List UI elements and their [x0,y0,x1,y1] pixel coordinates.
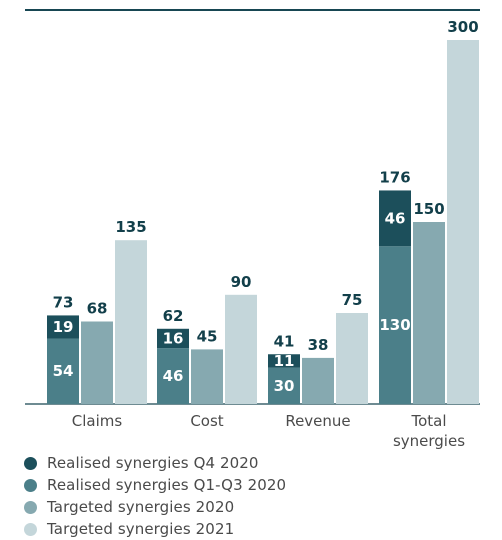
bar-1-realised-q1-q3-2020 [157,348,189,404]
bar-0-targeted-2020 [81,321,113,404]
data-label-0-targeted-2021: 135 [115,218,146,236]
data-label-3-targeted-2021: 300 [447,18,478,36]
data-label-2-realised-q1-q3-2020: 30 [274,377,295,395]
legend-label-0: Realised synergies Q4 2020 [47,454,259,472]
category-label-2-line-0: Revenue [285,412,350,430]
data-label-1-targeted-2021: 90 [231,273,252,291]
bar-3-realised-q1-q3-2020 [379,246,411,404]
data-label-0-realised-total: 73 [53,293,74,311]
data-label-3-realised-q1-q3-2020: 130 [379,316,410,334]
chart-legend: Realised synergies Q4 2020 Realised syner… [24,452,484,540]
bar-1-realised-q4-2020 [157,328,189,349]
legend-swatch-1 [24,478,37,492]
category-label-1-line-0: Cost [190,412,223,430]
bar-0-targeted-2021 [115,240,147,404]
legend-label-2: Targeted synergies 2020 [47,498,235,516]
bar-0-realised-q4-2020 [47,315,79,339]
legend-item-0: Realised synergies Q4 2020 [24,452,484,474]
legend-swatch-2 [24,500,37,514]
legend-label-3: Targeted synergies 2021 [47,520,235,538]
data-label-2-realised-total: 41 [274,332,295,350]
data-label-3-realised-total: 176 [379,168,410,186]
bar-3-targeted-2020 [413,222,445,404]
data-label-2-targeted-2020: 38 [308,336,329,354]
legend-swatch-3 [24,522,37,536]
data-label-3-realised-q4-2020: 46 [385,209,406,227]
category-label-0-line-0: Claims [72,412,123,430]
data-label-1-realised-total: 62 [163,307,184,325]
legend-swatch-0 [24,456,37,470]
data-label-2-realised-q4-2020: 11 [274,352,295,370]
data-label-2-targeted-2021: 75 [342,291,363,309]
data-label-1-realised-q1-q3-2020: 46 [163,367,184,385]
data-label-3-targeted-2020: 150 [413,200,444,218]
bar-3-realised-q4-2020 [379,190,411,247]
category-label-3-line-0: Total [410,412,446,430]
bar-0-realised-q1-q3-2020 [47,338,79,404]
data-label-0-realised-q1-q3-2020: 54 [53,362,74,380]
data-label-0-targeted-2020: 68 [87,299,108,317]
bar-2-targeted-2020 [302,357,334,404]
category-label-3-line-1: synergies [393,432,465,450]
legend-item-3: Targeted synergies 2021 [24,518,484,540]
bar-2-realised-q1-q3-2020 [268,367,300,404]
data-label-0-realised-q4-2020: 19 [53,318,74,336]
data-label-1-realised-q4-2020: 16 [163,329,184,347]
data-label-1-targeted-2020: 45 [197,327,218,345]
bar-1-targeted-2021 [225,294,257,404]
legend-item-1: Realised synergies Q1-Q3 2020 [24,474,484,496]
bar-2-realised-q4-2020 [268,354,300,368]
legend-label-1: Realised synergies Q1-Q3 2020 [47,476,287,494]
bar-1-targeted-2020 [191,349,223,404]
bar-2-targeted-2021 [336,313,368,404]
legend-item-2: Targeted synergies 2020 [24,496,484,518]
bar-3-targeted-2021 [447,40,479,404]
